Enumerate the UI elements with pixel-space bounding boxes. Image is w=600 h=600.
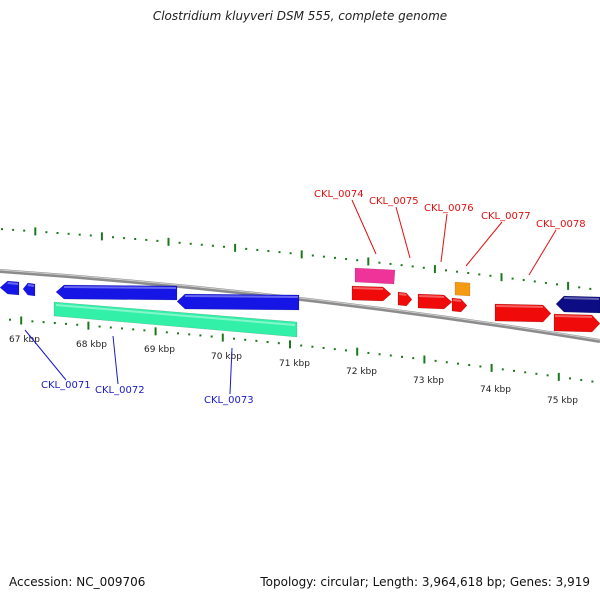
gene-label-ckl-0074: CKL_0074 <box>314 189 364 200</box>
gene-highlight <box>563 297 600 300</box>
gene-label-ckl-0072: CKL_0072 <box>95 385 145 396</box>
kbp-label: 69 kbp <box>144 345 175 355</box>
gene-highlight <box>352 287 384 290</box>
gene-highlight <box>398 293 407 296</box>
gene-leader-line <box>440 213 448 263</box>
gene-highlight <box>63 286 177 289</box>
gene-arrow-ckl-0078 <box>494 303 552 323</box>
gene-highlight <box>7 282 19 285</box>
gene-label-ckl-0076: CKL_0076 <box>424 203 474 214</box>
gene-arrow <box>0 280 20 296</box>
gene-leader-line <box>395 206 411 259</box>
gene-highlight <box>27 284 35 287</box>
gene-arrow-ckl-0072 <box>55 284 178 301</box>
gene-bar-ckl-0074 <box>354 267 396 285</box>
gene-labels: CKL_0074 CKL_0075 CKL_0076 CKL_0077 CKL_0078… <box>24 189 586 406</box>
gene-leader-line <box>229 347 233 395</box>
kbp-label: 74 kbp <box>480 385 511 395</box>
gene-highlight <box>55 304 296 326</box>
gene-arrow-ckl-0075 <box>351 285 392 302</box>
gene-leader-line <box>465 221 503 267</box>
gene-highlight <box>554 315 593 318</box>
genome-summary-text: Topology: circular; Length: 3,964,618 bp… <box>260 575 590 589</box>
gene-label-ckl-0073: CKL_0073 <box>204 395 254 406</box>
gene-bar-ckl-0071 <box>53 301 298 338</box>
kbp-label: 68 kbp <box>76 340 107 350</box>
kbp-label: 71 kbp <box>279 359 310 369</box>
kbp-label: 72 kbp <box>346 367 377 377</box>
gene-label-ckl-0077: CKL_0077 <box>481 211 531 222</box>
kbp-label: 75 kbp <box>547 396 578 406</box>
kbp-label: 70 kbp <box>211 352 242 362</box>
gene-arrow-ckl-0077 <box>451 297 468 313</box>
gene-label-ckl-0075: CKL_0075 <box>369 196 419 207</box>
inner-tick-marks <box>9 316 594 383</box>
gene-arrow <box>553 313 600 333</box>
gene-arrow <box>555 295 600 314</box>
gene-features <box>0 267 600 338</box>
kbp-labels: 67 kbp 68 kbp 69 kbp 70 kbp 71 kbp 72 kbp 73 k… <box>9 335 578 406</box>
gene-leader-line <box>351 199 377 255</box>
gene-arrow <box>417 293 453 310</box>
gene-arrow <box>22 282 36 297</box>
gene-arrow-ckl-0076 <box>397 291 413 307</box>
gene-bar-small <box>454 281 471 297</box>
gene-highlight <box>184 295 299 298</box>
gene-arrow-ckl-0073 <box>176 293 300 311</box>
kbp-label: 73 kbp <box>413 376 444 386</box>
gene-leader-line <box>112 335 119 385</box>
gene-label-ckl-0078: CKL_0078 <box>536 219 586 230</box>
gene-leader-line <box>528 229 557 276</box>
gene-highlight <box>495 305 544 308</box>
kbp-label: 67 kbp <box>9 335 40 345</box>
gene-highlight <box>418 295 445 298</box>
outer-tick-marks <box>1 227 592 290</box>
map-title: Clostridium kluyveri DSM 555, complete g… <box>152 9 448 23</box>
genome-backbone <box>0 269 600 343</box>
gene-leader-line <box>24 329 67 381</box>
accession-text: Accession: NC_009706 <box>9 575 146 589</box>
gene-highlight <box>452 299 462 302</box>
gene-label-ckl-0071: CKL_0071 <box>41 380 91 391</box>
